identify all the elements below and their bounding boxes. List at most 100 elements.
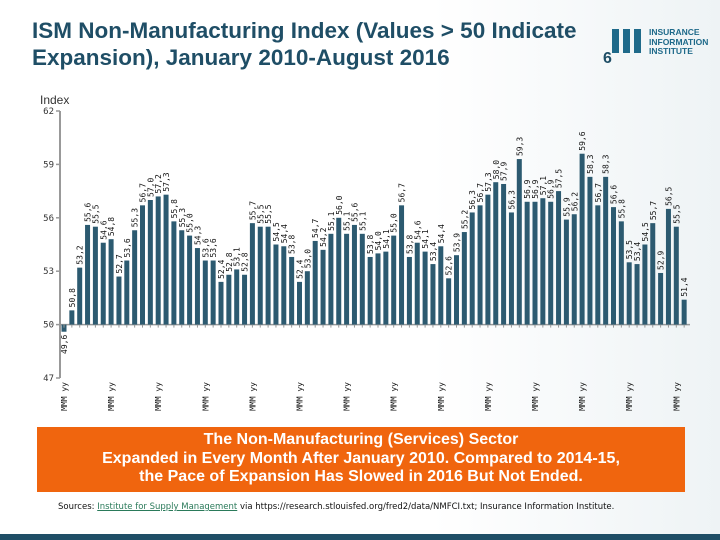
data-label: 57,2 <box>154 174 163 193</box>
data-label: 55,2 <box>460 210 469 229</box>
data-label: 55,7 <box>649 201 658 220</box>
data-label: 55,6 <box>84 202 93 221</box>
ism-link[interactable]: Institute for Supply Management <box>97 502 238 512</box>
data-label: 54,2 <box>319 227 328 246</box>
data-label: 54,1 <box>382 229 391 248</box>
data-label: 57,9 <box>500 162 509 181</box>
bar <box>391 235 397 325</box>
bar <box>422 251 428 325</box>
bar <box>61 324 67 332</box>
bar <box>297 281 302 325</box>
bar <box>375 253 381 325</box>
bar <box>516 159 522 325</box>
sources-note: Sources: Institute for Supply Management… <box>58 502 648 513</box>
data-label: 55,1 <box>343 211 352 230</box>
callout-box: The Non-Manufacturing (Services) Sector … <box>37 427 685 492</box>
bar <box>681 299 687 325</box>
data-label: 54,4 <box>280 224 289 243</box>
data-label: 55,8 <box>617 199 626 218</box>
bar <box>469 212 475 325</box>
x-tick-label: MMM yy <box>343 382 352 411</box>
bar <box>399 205 405 325</box>
bar <box>179 230 185 325</box>
logo-line: INFORMATION <box>649 36 709 47</box>
bar <box>202 260 208 325</box>
data-label: 56,3 <box>507 190 516 209</box>
data-label: 50,8 <box>68 288 77 307</box>
callout-line: the Pace of Expansion Has Slowed in 2016… <box>139 468 583 485</box>
bar <box>563 219 569 325</box>
data-label: 54,6 <box>413 220 422 239</box>
bar <box>477 205 483 325</box>
callout-line: Expanded in Every Month After January 20… <box>102 449 620 467</box>
bar <box>289 256 295 325</box>
data-label: 55,5 <box>264 204 273 223</box>
data-label: 53,0 <box>303 249 312 268</box>
bar <box>454 255 459 325</box>
data-label: 55,7 <box>248 201 257 220</box>
bar <box>414 242 420 325</box>
bar <box>171 221 177 325</box>
bar <box>312 240 318 325</box>
data-label: 56,5 <box>664 186 673 205</box>
bar <box>603 176 609 325</box>
bar <box>336 217 342 325</box>
x-tick-label: MMM yy <box>296 382 305 411</box>
data-label: 54,5 <box>641 222 650 241</box>
logo-line: INSTITUTE <box>649 46 693 56</box>
y-axis-label: Index <box>40 93 69 107</box>
data-label: 53,9 <box>453 233 462 252</box>
data-label: 53,6 <box>123 238 132 257</box>
bar <box>367 256 373 325</box>
sources-prefix: Sources: <box>58 502 98 512</box>
x-tick-label: MMM yy <box>248 382 257 411</box>
bar <box>359 233 365 325</box>
x-tick-label: MMM yy <box>390 382 399 411</box>
bar <box>147 200 153 325</box>
bar <box>140 205 145 325</box>
bar <box>650 223 656 325</box>
bar <box>665 208 671 325</box>
bar <box>658 272 664 325</box>
bar <box>501 183 507 325</box>
data-label: 49,6 <box>60 335 69 354</box>
y-tick-label: 53 <box>43 267 54 277</box>
bar <box>595 205 601 325</box>
x-tick-label: MMM yy <box>625 382 634 411</box>
iii-logo: ​ INSURANCE INFORMATION INSTITUTE <box>612 27 717 59</box>
bar <box>579 153 585 325</box>
x-tick-label: MMM yy <box>484 382 493 411</box>
data-label: 54,1 <box>421 229 430 248</box>
data-label: 54,4 <box>437 224 446 243</box>
sources-suffix: via https://research.stlouisfed.org/fred… <box>237 502 615 512</box>
bar <box>273 244 279 325</box>
bar <box>85 224 91 325</box>
data-label: 56,7 <box>398 183 407 202</box>
x-tick-label: MMM yy <box>107 382 116 411</box>
bar <box>265 226 271 325</box>
data-label: 56,9 <box>531 179 540 198</box>
logo-line: INSURANCE <box>649 27 700 37</box>
iii-logo-mark: ​ <box>612 29 644 59</box>
x-tick-label: MMM yy <box>531 382 540 411</box>
data-label: 57,3 <box>162 172 171 191</box>
data-label: 55,8 <box>170 199 179 218</box>
bar <box>611 207 616 325</box>
bar <box>642 244 648 325</box>
data-label: 52,4 <box>217 259 226 278</box>
x-tick-label: MMM yy <box>60 382 69 411</box>
bar <box>524 201 530 325</box>
bar <box>116 276 122 325</box>
bar <box>383 251 389 325</box>
bar <box>281 246 287 325</box>
y-tick-label: 47 <box>43 374 54 384</box>
x-tick-label: MMM yy <box>672 382 681 411</box>
y-tick-label: 62 <box>43 107 54 117</box>
bar <box>92 226 98 325</box>
data-label: 52,6 <box>445 256 454 275</box>
slide-number: 6 <box>603 50 612 67</box>
bar <box>532 201 538 325</box>
data-label: 53,8 <box>405 235 414 254</box>
data-label: 56,0 <box>335 195 344 214</box>
data-label: 55,5 <box>256 204 265 223</box>
